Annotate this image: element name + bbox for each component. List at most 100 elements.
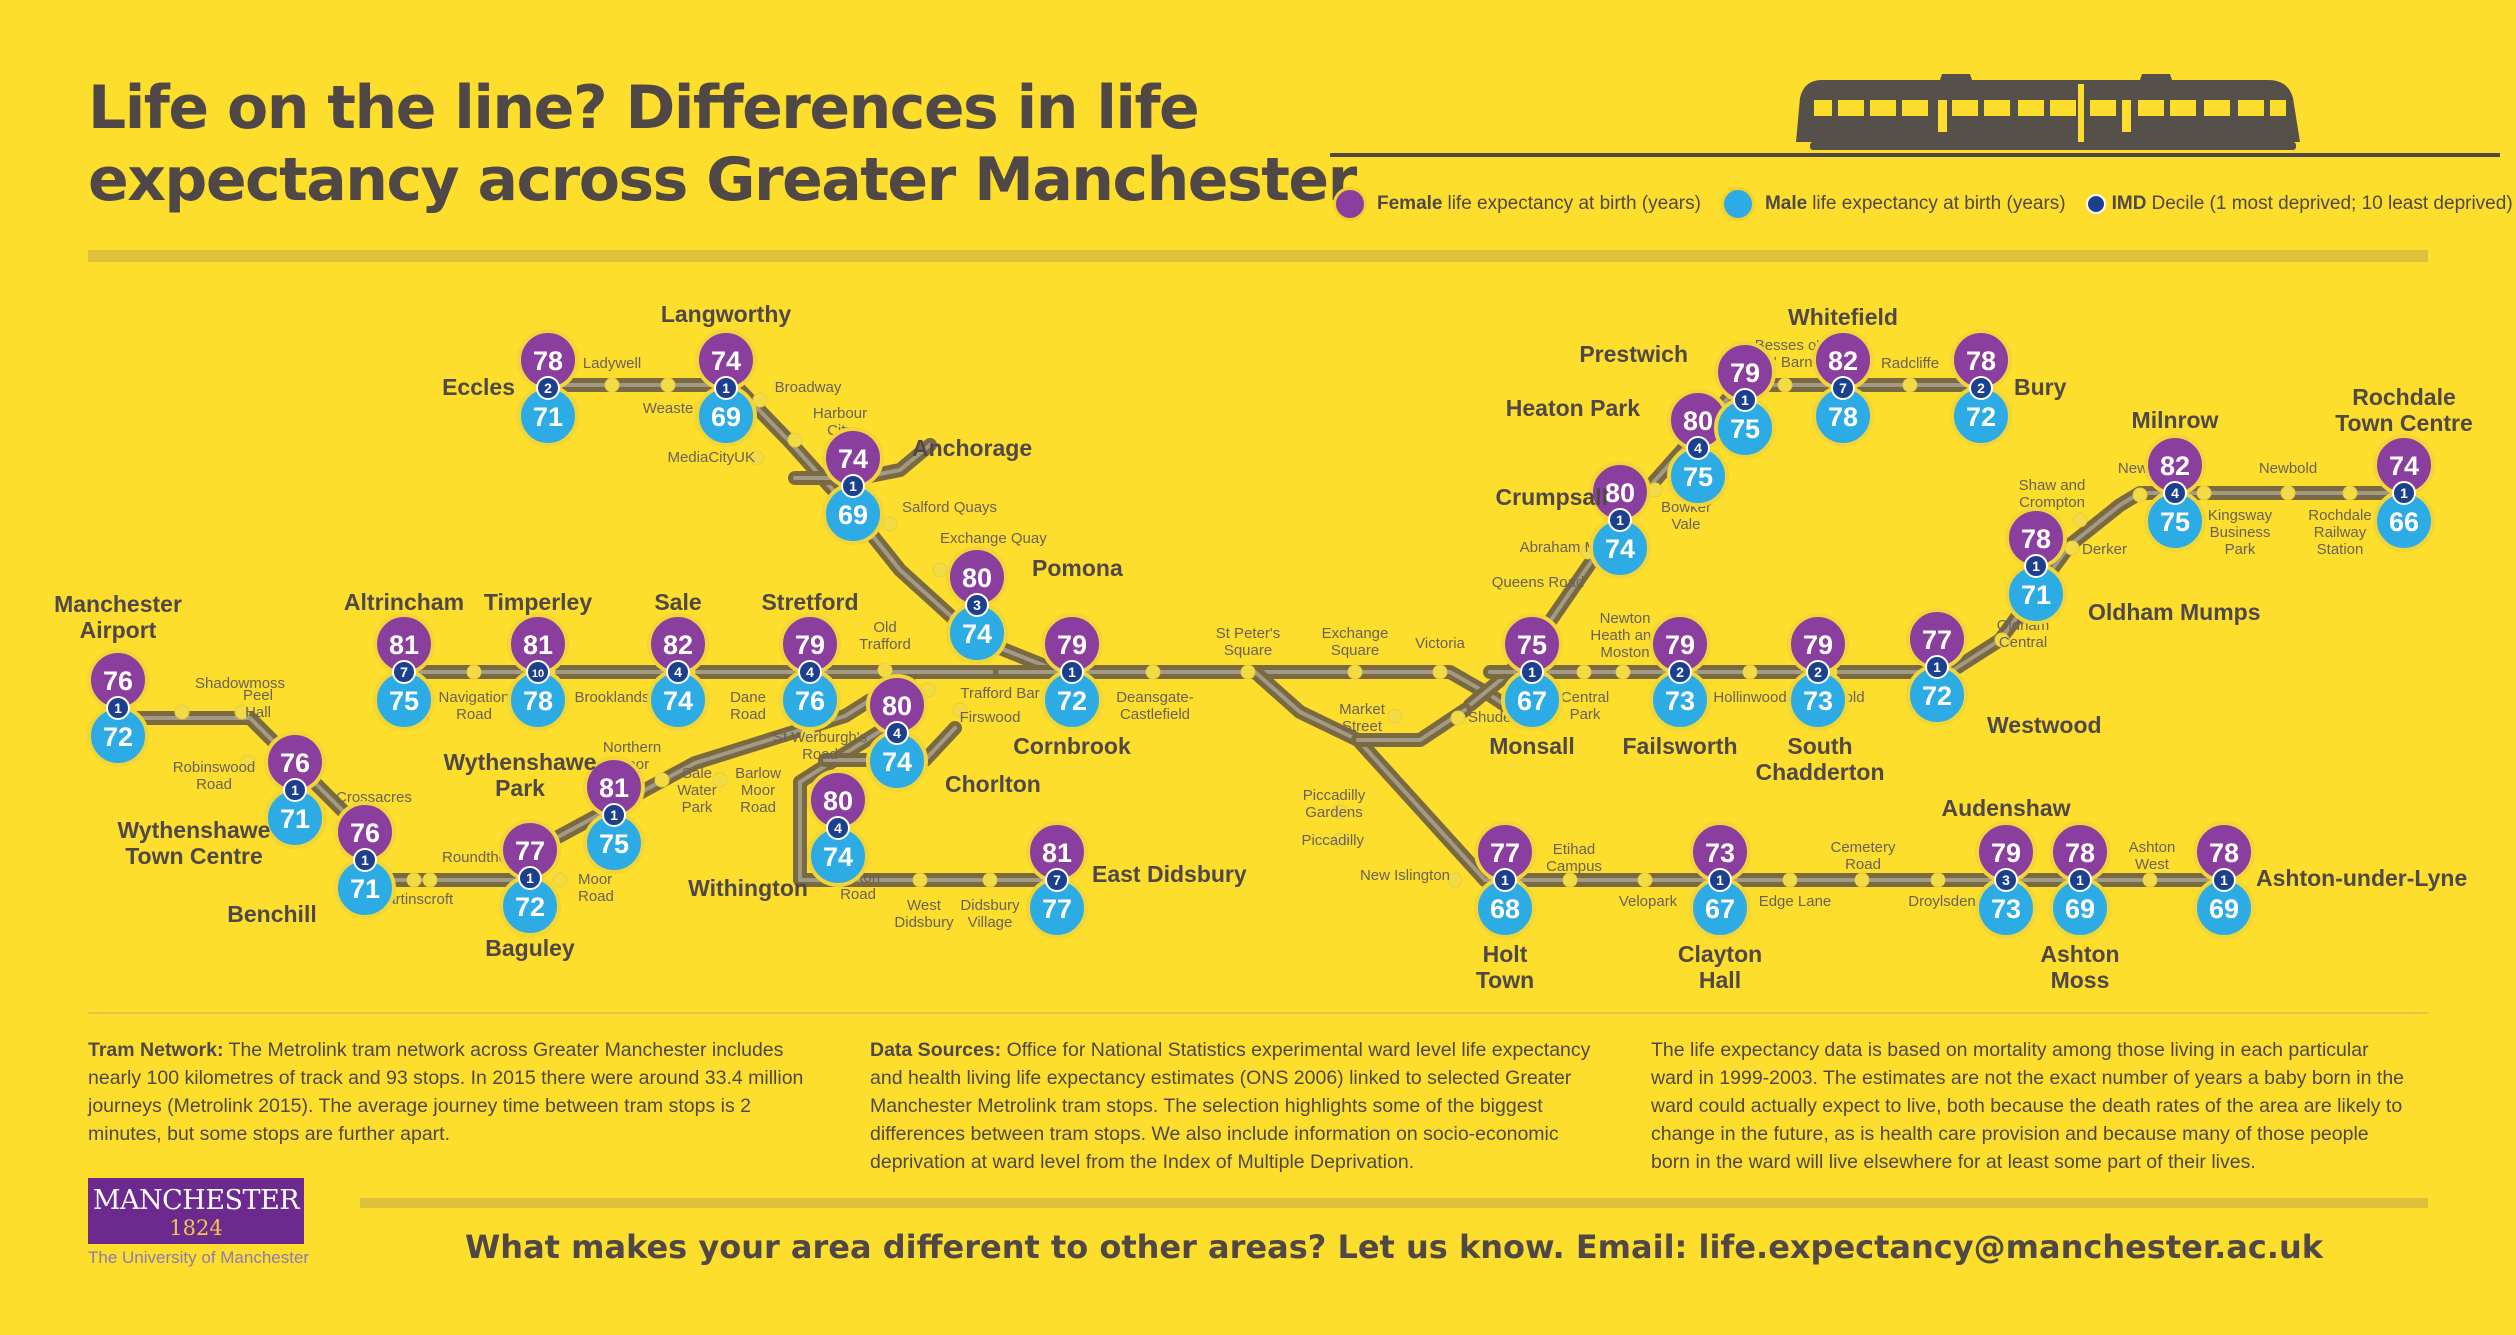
station-name-line: Crumpsall bbox=[1496, 484, 1608, 510]
station-name-line: East Didsbury bbox=[1092, 861, 1247, 887]
male-life-expectancy-value: 74 bbox=[663, 686, 693, 716]
female-life-expectancy-value: 79 bbox=[1665, 630, 1695, 660]
legend-female-bold: Female bbox=[1377, 193, 1443, 214]
minor-stop-label: Edge Lane bbox=[1759, 893, 1832, 910]
imd-decile-badge bbox=[2024, 554, 2048, 578]
minor-stop-label: Hollinwood bbox=[1713, 689, 1786, 706]
footer-divider bbox=[88, 1012, 2428, 1014]
minor-stop-label-line: Newton bbox=[1600, 610, 1651, 627]
station-name: Whitefield bbox=[1788, 304, 1898, 330]
station-name-line: Rochdale bbox=[2352, 384, 2456, 410]
minor-stop-label-line: Park bbox=[2225, 541, 2256, 558]
female-life-expectancy-value: 82 bbox=[663, 630, 693, 660]
male-life-expectancy-value: 74 bbox=[962, 619, 992, 649]
title-line-1: Life on the line? Differences in life bbox=[88, 73, 1200, 143]
male-life-expectancy-value: 74 bbox=[882, 747, 912, 777]
imd-decile-badge bbox=[518, 866, 542, 890]
minor-stop-label: Trafford Bar bbox=[960, 685, 1039, 702]
minor-stop-label-line: Newbold bbox=[2259, 460, 2317, 477]
minor-stop-marker bbox=[1332, 804, 1348, 820]
minor-stop-label: Etihad Campus bbox=[1546, 841, 1602, 875]
station-name: Westwood bbox=[1987, 712, 2102, 738]
legend-imd-bold: IMD bbox=[2111, 193, 2147, 214]
station-name: Ashton-under-Lyne bbox=[2256, 865, 2467, 891]
station-name-line: Pomona bbox=[1032, 555, 1123, 581]
female-life-expectancy-value: 81 bbox=[599, 773, 629, 803]
minor-stop-label-line: Velopark bbox=[1619, 893, 1678, 910]
legend-imd-text: Decile (1 most deprived; 10 least depriv… bbox=[2151, 193, 2513, 214]
imd-decile-badge bbox=[1608, 508, 1632, 532]
logo-name: MANCHESTER bbox=[92, 1185, 300, 1216]
tram-network-note: Tram Network: The Metrolink tram network… bbox=[88, 1036, 808, 1148]
minor-stop-label-line: Cemetery bbox=[1830, 839, 1896, 856]
minor-stop-label-line: Piccadilly bbox=[1303, 787, 1366, 804]
minor-stop-label-line: Central bbox=[1561, 689, 1609, 706]
station-name-line: Heaton Park bbox=[1506, 395, 1640, 421]
methodology-text: The life expectancy data is based on mor… bbox=[1651, 1039, 2405, 1173]
imd-decile-value: 2 bbox=[1676, 664, 1684, 680]
male-life-expectancy-value: 74 bbox=[1605, 534, 1635, 564]
station-name-line: Milnrow bbox=[2132, 407, 2219, 433]
minor-stop-label: Kingsway Business Park bbox=[2208, 507, 2273, 558]
imd-decile-value: 4 bbox=[1694, 440, 1702, 456]
minor-stop-label-line: Ladywell bbox=[583, 355, 641, 372]
station-name-line: Clayton bbox=[1678, 941, 1762, 967]
minor-stop-marker bbox=[1145, 664, 1161, 680]
minor-stop-marker bbox=[654, 772, 670, 788]
imd-decile-badge bbox=[526, 660, 550, 684]
female-life-expectancy-value: 80 bbox=[1605, 478, 1635, 508]
data-sources-text: Office for National Statistics experimen… bbox=[870, 1039, 1591, 1173]
minor-stop-label-line: Didsbury bbox=[894, 914, 954, 931]
minor-stop-label-line: Central bbox=[1999, 634, 2047, 651]
minor-stop-label: Cemetery Road bbox=[1830, 839, 1896, 873]
station-name: Eccles bbox=[442, 374, 515, 400]
minor-stop-marker bbox=[912, 872, 928, 888]
female-life-expectancy-value: 76 bbox=[103, 666, 133, 696]
female-life-expectancy-value: 78 bbox=[2021, 524, 2051, 554]
station-name-line: Wythenshawe bbox=[118, 817, 271, 843]
header-divider bbox=[88, 250, 2428, 262]
minor-stop-label-line: Piccadilly bbox=[1301, 832, 1364, 849]
female-life-expectancy-value: 80 bbox=[1683, 406, 1713, 436]
station-name: Pomona bbox=[1032, 555, 1123, 581]
imd-decile-value: 3 bbox=[2002, 872, 2010, 888]
minor-stop-label: Moor Road bbox=[578, 871, 614, 905]
minor-stop-label-line: Park bbox=[682, 799, 713, 816]
minor-stop-label-line: Brooklands bbox=[574, 689, 649, 706]
minor-stop-marker bbox=[932, 562, 948, 578]
station-monsall: 67 75 1 bbox=[1501, 613, 1563, 731]
minor-stop-label-line: Besses o' bbox=[1755, 337, 1820, 354]
minor-stop-label-line: Vale bbox=[1672, 516, 1701, 533]
female-life-expectancy-value: 78 bbox=[2209, 838, 2239, 868]
minor-stop-label: Peel Hall bbox=[243, 687, 273, 721]
minor-stop-label-line: Shadowmoss bbox=[195, 675, 285, 692]
contact-call-to-action[interactable]: What makes your area different to other … bbox=[465, 1228, 2323, 1266]
minor-stop-marker bbox=[422, 872, 438, 888]
station-name-line: Town bbox=[1476, 967, 1534, 993]
minor-stop-label-line: Market bbox=[1339, 701, 1386, 718]
male-life-expectancy-value: 72 bbox=[1966, 402, 1996, 432]
station-oldham-mumps: 71 78 1 bbox=[2005, 507, 2067, 625]
male-life-expectancy-value: 77 bbox=[1042, 894, 1072, 924]
station-name-line: Airport bbox=[80, 617, 157, 643]
minor-stop-marker bbox=[2064, 540, 2080, 556]
imd-decile-badge bbox=[1686, 436, 1710, 460]
station-name: Benchill bbox=[227, 901, 316, 927]
methodology-note: The life expectancy data is based on mor… bbox=[1651, 1036, 2411, 1176]
station-south-chadderton: 73 79 2 bbox=[1787, 613, 1849, 731]
female-life-expectancy-value: 78 bbox=[2065, 838, 2095, 868]
minor-stop-marker bbox=[240, 754, 256, 770]
imd-decile-badge bbox=[2163, 481, 2187, 505]
male-life-expectancy-value: 67 bbox=[1705, 894, 1735, 924]
station-eccles: 71 78 2 bbox=[517, 329, 579, 447]
minor-stop-label-line: Kingsway bbox=[2208, 507, 2273, 524]
station-name-line: Langworthy bbox=[661, 301, 792, 327]
female-life-expectancy-value: 82 bbox=[2160, 451, 2190, 481]
minor-stop-marker bbox=[1615, 664, 1631, 680]
male-life-expectancy-value: 69 bbox=[2209, 894, 2239, 924]
imd-decile-badge bbox=[1060, 660, 1084, 684]
station-name-line: Benchill bbox=[227, 901, 316, 927]
station-cornbrook: 72 79 1 bbox=[1041, 613, 1103, 731]
station-name-line: Wythenshawe bbox=[444, 749, 597, 775]
imd-decile-value: 1 bbox=[722, 380, 730, 396]
